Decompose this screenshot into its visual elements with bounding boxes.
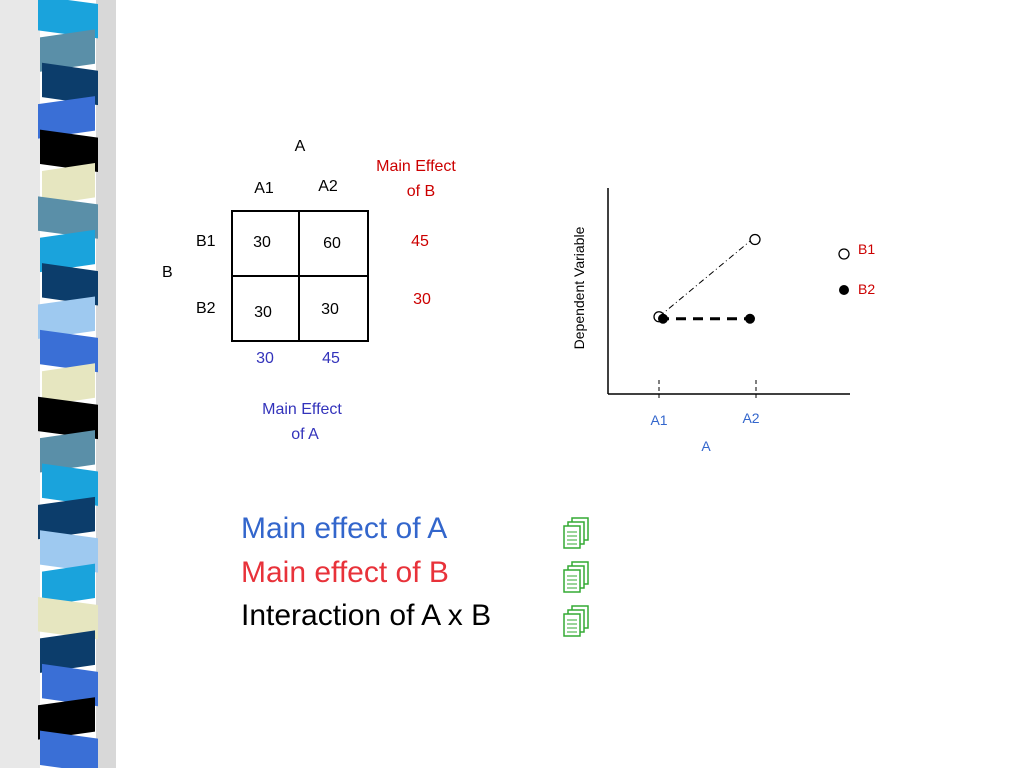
main-effect-a-title-line2: of A bbox=[291, 426, 319, 443]
main-effect-b-title-line2: of B bbox=[406, 183, 436, 200]
decorative-stripe bbox=[38, 196, 98, 239]
main-effect-a-title-line1: Main Effect bbox=[262, 401, 342, 418]
decorative-stripe bbox=[40, 229, 95, 273]
cell-a2-b1: 60 bbox=[323, 235, 341, 252]
decorative-stripe bbox=[40, 129, 98, 172]
col-header-a1: A1 bbox=[254, 180, 274, 197]
y-axis-label: Dependent Variable bbox=[571, 226, 587, 350]
legend-label-b1: B1 bbox=[858, 241, 876, 257]
row-header-b1: B1 bbox=[196, 233, 216, 250]
point-b2-a2 bbox=[745, 313, 755, 324]
main-effect-b-title-line1: Main Effect bbox=[376, 158, 456, 175]
main-effect-a-value-a1: 30 bbox=[256, 350, 274, 367]
main-effect-b-value-b2: 30 bbox=[413, 291, 431, 308]
decorative-stripe bbox=[40, 630, 95, 673]
decorative-stripe bbox=[38, 96, 95, 139]
cell-a1-b2: 30 bbox=[254, 304, 272, 321]
cell-a1-b1: 30 bbox=[253, 234, 271, 251]
factor-a-label: A bbox=[294, 138, 306, 155]
document-stack-icon bbox=[563, 561, 589, 593]
decorative-side-bar bbox=[0, 0, 116, 768]
decorative-stripe bbox=[38, 0, 98, 39]
decorative-stripe bbox=[38, 396, 98, 440]
bullet-interaction: Interaction of A x B bbox=[241, 599, 492, 632]
point-b1-a2 bbox=[749, 233, 761, 246]
decorative-stripe bbox=[40, 29, 95, 72]
col-header-a2: A2 bbox=[318, 178, 338, 195]
x-tick-label-a1: A1 bbox=[650, 412, 668, 428]
decorative-stripe bbox=[42, 663, 98, 707]
x-axis-label: A bbox=[701, 438, 711, 454]
x-tick-label-a2: A2 bbox=[742, 410, 760, 426]
bullet-main-effect-a: Main effect of A bbox=[241, 512, 448, 545]
decorative-stripe bbox=[42, 263, 98, 306]
row-header-b2: B2 bbox=[196, 300, 216, 317]
decorative-stripe bbox=[38, 697, 95, 740]
decorative-stripe bbox=[42, 563, 95, 607]
decorative-stripe bbox=[42, 363, 95, 406]
decorative-stripe bbox=[40, 730, 98, 768]
decorative-stripe bbox=[38, 597, 98, 640]
series-line-b1 bbox=[658, 239, 753, 318]
cell-a2-b2: 30 bbox=[321, 301, 339, 318]
point-b2-a1 bbox=[658, 313, 668, 324]
decorative-stripe bbox=[38, 296, 95, 339]
table-divider-horizontal bbox=[231, 275, 369, 277]
legend-marker-b2 bbox=[839, 285, 849, 295]
legend-marker-b1 bbox=[838, 248, 850, 260]
bullet-main-effect-b: Main effect of B bbox=[241, 556, 449, 589]
legend-label-b2: B2 bbox=[858, 281, 876, 297]
decorative-stripe bbox=[42, 463, 98, 506]
decorative-stripe bbox=[42, 162, 95, 206]
decorative-stripe bbox=[38, 496, 95, 540]
document-stack-icon bbox=[563, 517, 589, 549]
document-stack-icon bbox=[563, 605, 589, 637]
decorative-stripe bbox=[42, 62, 98, 106]
main-effect-a-value-a2: 45 bbox=[322, 350, 340, 367]
main-effect-b-value-b1: 45 bbox=[411, 233, 429, 250]
decorative-stripe bbox=[40, 329, 98, 373]
decorative-stripe bbox=[40, 530, 98, 573]
decorative-stripe bbox=[40, 430, 95, 473]
factor-b-label: B bbox=[162, 264, 173, 281]
